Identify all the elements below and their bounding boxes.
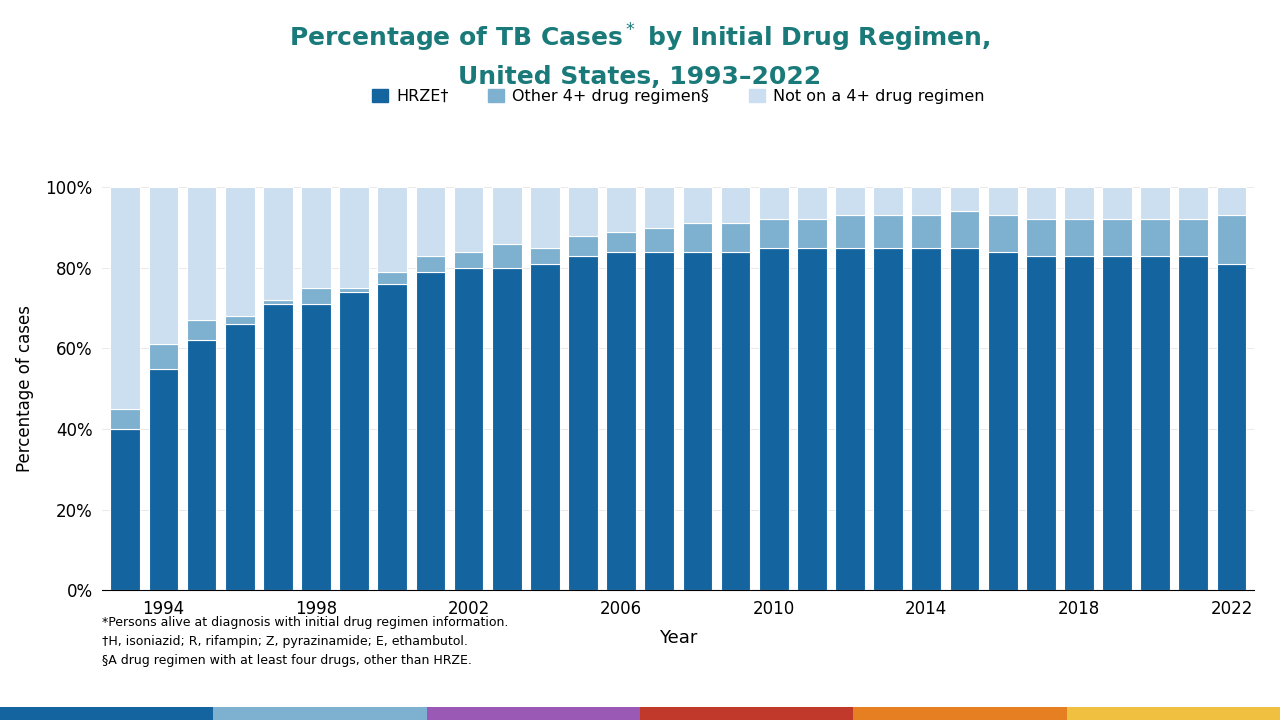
Text: Percentage of TB Cases$^*$ by Initial Drug Regimen,: Percentage of TB Cases$^*$ by Initial Dr… (289, 22, 991, 54)
Bar (225, 324, 255, 590)
Bar (1064, 220, 1094, 256)
Bar (1179, 256, 1208, 590)
Bar (607, 187, 636, 232)
Bar (721, 223, 750, 252)
Bar (1025, 187, 1056, 220)
Bar (225, 316, 255, 324)
Bar (301, 288, 332, 304)
Bar (911, 215, 941, 248)
Bar (1025, 220, 1056, 256)
Bar (1140, 187, 1170, 220)
Bar (568, 256, 598, 590)
Bar (378, 284, 407, 590)
Bar (530, 264, 559, 590)
Bar (225, 187, 255, 316)
Bar (797, 248, 827, 590)
Bar (644, 228, 675, 252)
Bar (110, 429, 141, 590)
Bar (453, 252, 484, 268)
Text: §A drug regimen with at least four drugs, other than HRZE.: §A drug regimen with at least four drugs… (102, 654, 472, 667)
Bar (759, 248, 788, 590)
Bar (187, 187, 216, 320)
Bar (492, 268, 522, 590)
Bar (378, 272, 407, 284)
Bar (1064, 187, 1094, 220)
Bar (988, 252, 1018, 590)
Bar (301, 187, 332, 288)
Bar (530, 187, 559, 248)
Bar (607, 232, 636, 252)
Text: United States, 1993–2022: United States, 1993–2022 (458, 65, 822, 89)
Bar (797, 220, 827, 248)
Bar (416, 256, 445, 272)
Bar (873, 215, 904, 248)
Bar (873, 187, 904, 215)
Bar (187, 320, 216, 341)
Bar (950, 212, 979, 248)
Bar (797, 187, 827, 220)
Bar (644, 187, 675, 228)
Bar (1179, 187, 1208, 220)
Bar (492, 243, 522, 268)
Bar (568, 235, 598, 256)
Bar (262, 300, 293, 304)
Bar (911, 248, 941, 590)
Text: †H, isoniazid; R, rifampin; Z, pyrazinamide; E, ethambutol.: †H, isoniazid; R, rifampin; Z, pyrazinam… (102, 635, 468, 648)
Bar (339, 187, 369, 288)
Bar (682, 187, 713, 223)
Bar (721, 187, 750, 223)
Text: *Persons alive at diagnosis with initial drug regimen information.: *Persons alive at diagnosis with initial… (102, 616, 508, 629)
Bar (110, 409, 141, 429)
Bar (988, 187, 1018, 215)
Bar (416, 272, 445, 590)
Bar (835, 187, 865, 215)
Bar (1102, 220, 1132, 256)
Bar (148, 344, 178, 369)
Bar (988, 215, 1018, 252)
Bar (187, 341, 216, 590)
Bar (1216, 215, 1247, 264)
Bar (339, 288, 369, 292)
Bar (1102, 187, 1132, 220)
Bar (950, 187, 979, 212)
Bar (1216, 264, 1247, 590)
Bar (453, 187, 484, 252)
Bar (835, 248, 865, 590)
Bar (1064, 256, 1094, 590)
Bar (530, 248, 559, 264)
Bar (262, 187, 293, 300)
Bar (1025, 256, 1056, 590)
Bar (148, 369, 178, 590)
Bar (682, 223, 713, 252)
Y-axis label: Percentage of cases: Percentage of cases (17, 305, 35, 472)
Bar (568, 187, 598, 235)
Bar (1140, 256, 1170, 590)
Bar (759, 187, 788, 220)
Bar (1140, 220, 1170, 256)
Bar (950, 248, 979, 590)
Bar (759, 220, 788, 248)
Bar (1102, 256, 1132, 590)
Bar (873, 248, 904, 590)
Bar (110, 187, 141, 409)
Bar (492, 187, 522, 243)
Bar (607, 252, 636, 590)
Bar (721, 252, 750, 590)
Bar (1216, 187, 1247, 215)
Bar (682, 252, 713, 590)
Bar (453, 268, 484, 590)
Bar (416, 187, 445, 256)
Legend: HRZE†, Other 4+ drug regimen§, Not on a 4+ drug regimen: HRZE†, Other 4+ drug regimen§, Not on a … (366, 82, 991, 110)
Bar (911, 187, 941, 215)
Bar (378, 187, 407, 272)
Bar (148, 187, 178, 344)
Bar (339, 292, 369, 590)
X-axis label: Year: Year (659, 629, 698, 647)
Bar (262, 304, 293, 590)
Bar (835, 215, 865, 248)
Bar (1179, 220, 1208, 256)
Bar (301, 304, 332, 590)
Bar (644, 252, 675, 590)
